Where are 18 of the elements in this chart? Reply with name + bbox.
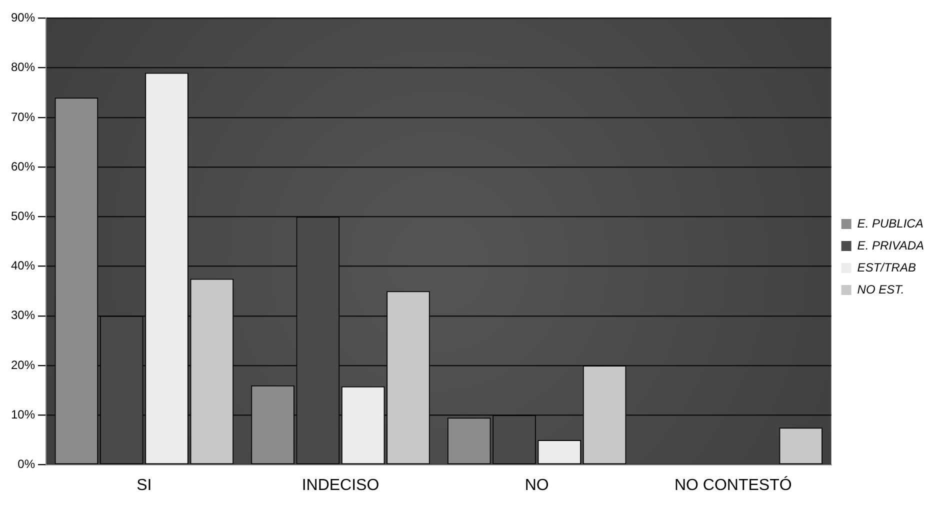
x-tick-label: INDECISO <box>302 476 380 494</box>
x-tick-label: NO CONTESTÓ <box>674 476 792 494</box>
y-tick-label: 80% <box>10 60 36 74</box>
legend-label: E. PRIVADA <box>857 238 924 252</box>
x-tick-label: SI <box>136 476 152 494</box>
y-tick-label: 0% <box>18 457 36 472</box>
y-tick-label: 30% <box>10 308 36 322</box>
y-tick-label: 70% <box>10 110 36 124</box>
legend-label: NO EST. <box>857 282 904 296</box>
y-tick-label: 20% <box>10 358 36 372</box>
y-tick-label: 10% <box>10 407 36 422</box>
y-tick-label: 90% <box>10 10 36 25</box>
y-tick-label: 40% <box>10 258 36 273</box>
legend-label: EST/TRAB <box>857 260 916 274</box>
y-tick-label: 50% <box>10 209 36 223</box>
x-tick-label: NO <box>524 476 549 494</box>
legend-label: E. PUBLICA <box>857 216 924 230</box>
y-tick-label: 60% <box>10 159 36 174</box>
